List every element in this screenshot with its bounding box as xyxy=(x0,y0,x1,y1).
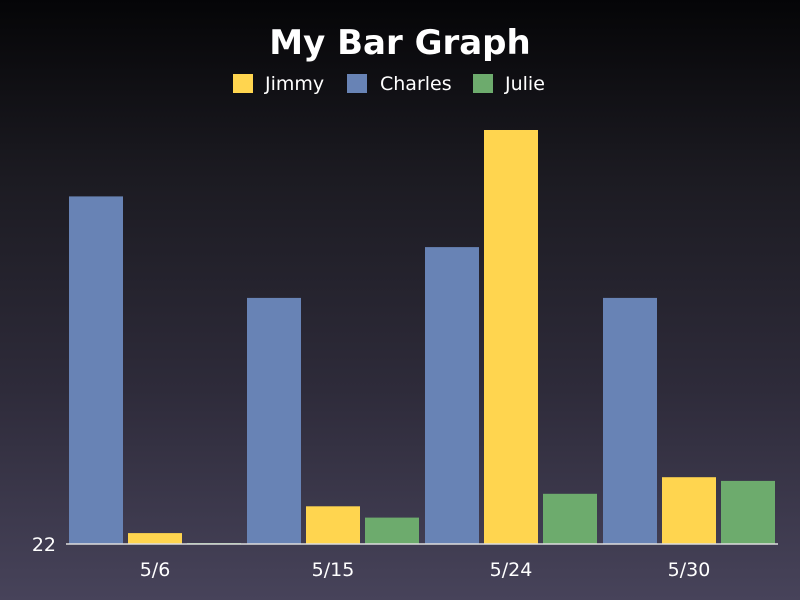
x-tick-label-5-24: 5/24 xyxy=(490,559,533,581)
legend-label-charles: Charles xyxy=(380,73,452,95)
legend-label-jimmy: Jimmy xyxy=(264,73,324,95)
bar-jimmy-5-6 xyxy=(128,533,182,544)
bar-jimmy-5-30 xyxy=(662,477,716,544)
y-tick-label: 22 xyxy=(32,534,56,556)
legend-label-julie: Julie xyxy=(504,73,545,95)
x-tick-label-5-30: 5/30 xyxy=(668,559,711,581)
y-axis-ticks: 22 xyxy=(32,534,56,556)
x-axis-ticks: 5/6 5/15 5/24 5/30 xyxy=(140,559,711,581)
legend-swatch-jimmy xyxy=(233,74,253,93)
x-tick-label-5-15: 5/15 xyxy=(312,559,355,581)
bar-julie-5-30 xyxy=(721,480,775,544)
chart-title: My Bar Graph xyxy=(269,23,530,63)
bar-jimmy-5-15 xyxy=(306,506,360,544)
legend-swatch-charles xyxy=(347,74,367,93)
bar-charles-5-30 xyxy=(603,297,657,544)
bar-julie-5-15 xyxy=(365,517,419,544)
x-tick-label-5-6: 5/6 xyxy=(140,559,171,581)
bar-jimmy-5-24 xyxy=(484,130,538,544)
bar-charles-5-24 xyxy=(425,247,479,544)
bar-charles-5-6 xyxy=(69,196,123,544)
bar-julie-5-24 xyxy=(543,493,597,544)
bar-charles-5-15 xyxy=(247,297,301,544)
legend: Jimmy Charles Julie xyxy=(233,73,545,95)
legend-swatch-julie xyxy=(473,74,493,93)
bars xyxy=(69,130,775,544)
